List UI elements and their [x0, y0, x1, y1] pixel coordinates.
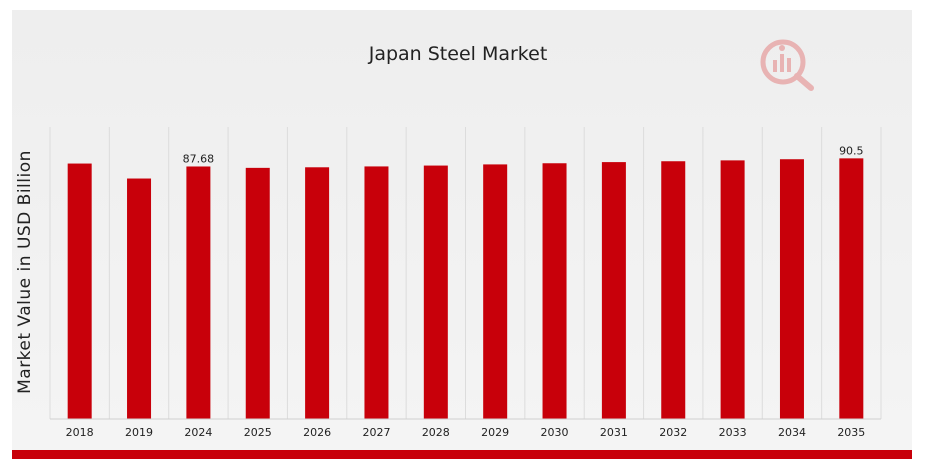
bars: [67, 158, 864, 420]
bar-2033: [720, 160, 745, 419]
bar-2034: [779, 159, 804, 419]
x-tick-2027: 2027: [362, 426, 390, 439]
bar-2029: [483, 164, 508, 419]
bar-2024: [186, 166, 211, 419]
footer-accent-bar: [12, 450, 912, 459]
x-axis-ticks: 2018 2019 2024 2025 2026 2027 2028 2029 2030 2031…: [66, 426, 866, 439]
grid: [49, 127, 882, 419]
x-tick-2033: 2033: [719, 426, 747, 439]
x-tick-2032: 2032: [659, 426, 687, 439]
x-tick-2030: 2030: [541, 426, 569, 439]
data-label-2024: 87.68: [183, 152, 215, 165]
bar-2028: [423, 165, 448, 419]
y-axis-label: Market Value in USD Billion: [15, 150, 35, 394]
bar-2025: [245, 167, 270, 419]
bar-2019: [127, 178, 152, 419]
x-tick-2031: 2031: [600, 426, 628, 439]
bar-2026: [305, 167, 330, 419]
x-tick-2035: 2035: [837, 426, 865, 439]
x-tick-2026: 2026: [303, 426, 331, 439]
bar-2030: [542, 163, 567, 419]
bar-2027: [364, 166, 389, 419]
x-tick-2028: 2028: [422, 426, 450, 439]
x-tick-2034: 2034: [778, 426, 806, 439]
bar-2018: [67, 163, 92, 419]
x-tick-2025: 2025: [244, 426, 272, 439]
chart-title: Japan Steel Market: [368, 43, 548, 65]
bar-2035: [839, 158, 864, 420]
x-tick-2024: 2024: [184, 426, 212, 439]
x-tick-2019: 2019: [125, 426, 153, 439]
data-labels: 87.68 90.5: [183, 144, 864, 165]
bar-2031: [601, 162, 626, 419]
market-research-logo-icon: [760, 39, 814, 91]
bar-2032: [661, 161, 686, 420]
x-tick-2018: 2018: [66, 426, 94, 439]
x-tick-2029: 2029: [481, 426, 509, 439]
data-label-2035: 90.5: [839, 144, 864, 157]
